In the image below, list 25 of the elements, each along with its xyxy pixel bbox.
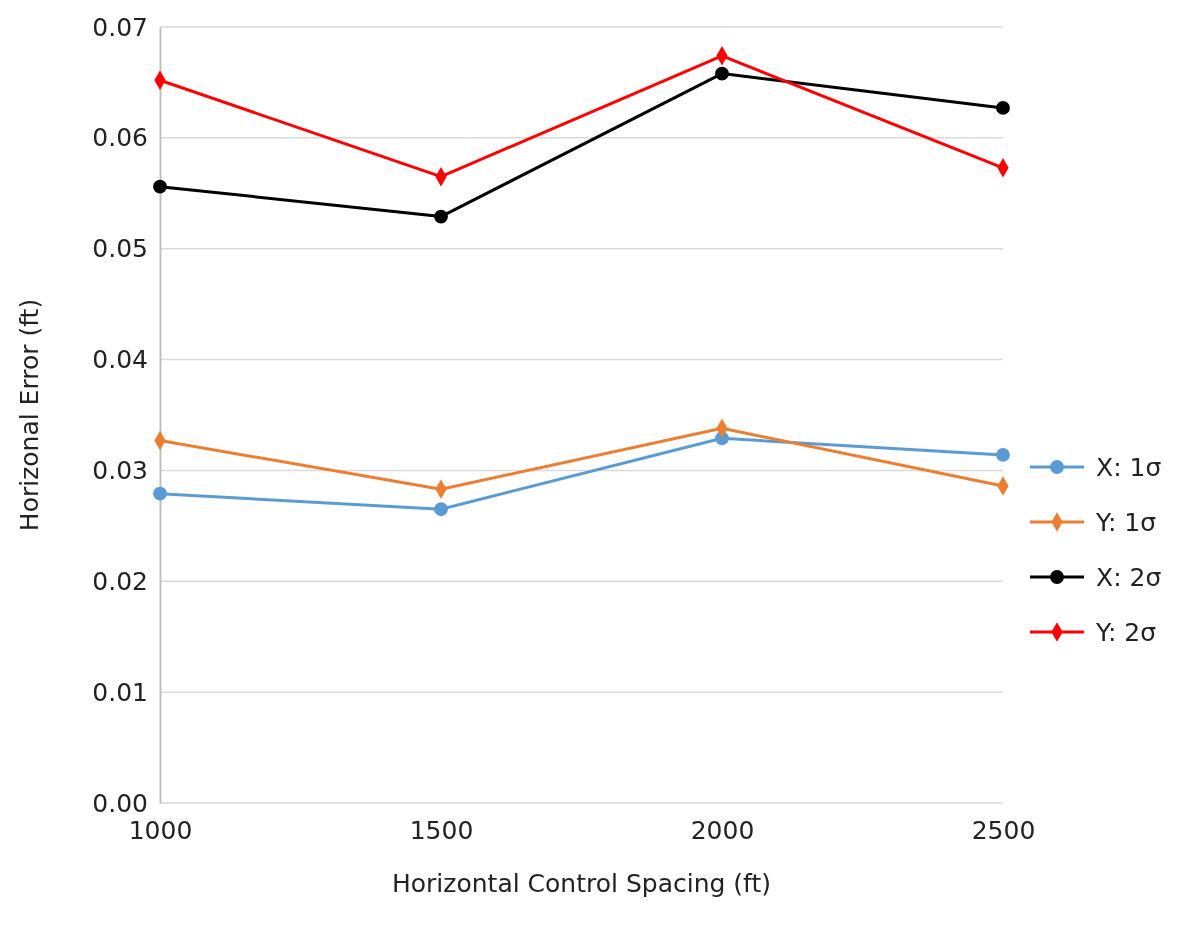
y-tick-label: 0.06	[92, 123, 148, 153]
x-tick-label: 2000	[690, 815, 755, 845]
y-tick-label: 0.01	[92, 677, 148, 707]
x-axis-title: Horizontal Control Spacing (ft)	[392, 869, 771, 898]
point	[715, 66, 729, 81]
legend-label: Y: 1σ	[1095, 507, 1157, 537]
point	[153, 486, 167, 501]
legend-label: Y: 2σ	[1095, 617, 1157, 647]
legend-label: X: 2σ	[1096, 562, 1162, 592]
point	[434, 502, 448, 517]
legend-label: X: 1σ	[1096, 452, 1162, 482]
y-tick-label: 0.00	[92, 788, 148, 818]
y-tick-label: 0.03	[92, 455, 148, 485]
point	[996, 448, 1010, 462]
x-tick-label: 1000	[128, 815, 193, 845]
x-tick-label: 2500	[971, 815, 1036, 845]
y-tick-label: 0.07	[92, 12, 148, 42]
point	[996, 101, 1010, 115]
y-tick-label: 0.02	[92, 566, 148, 596]
x-tick-label: 1500	[409, 815, 474, 845]
y-tick-label: 0.04	[92, 345, 148, 375]
point	[434, 209, 448, 224]
y-axis-title: Horizonal Error (ft)	[15, 298, 44, 532]
point	[153, 179, 167, 194]
y-tick-label: 0.05	[92, 234, 148, 264]
